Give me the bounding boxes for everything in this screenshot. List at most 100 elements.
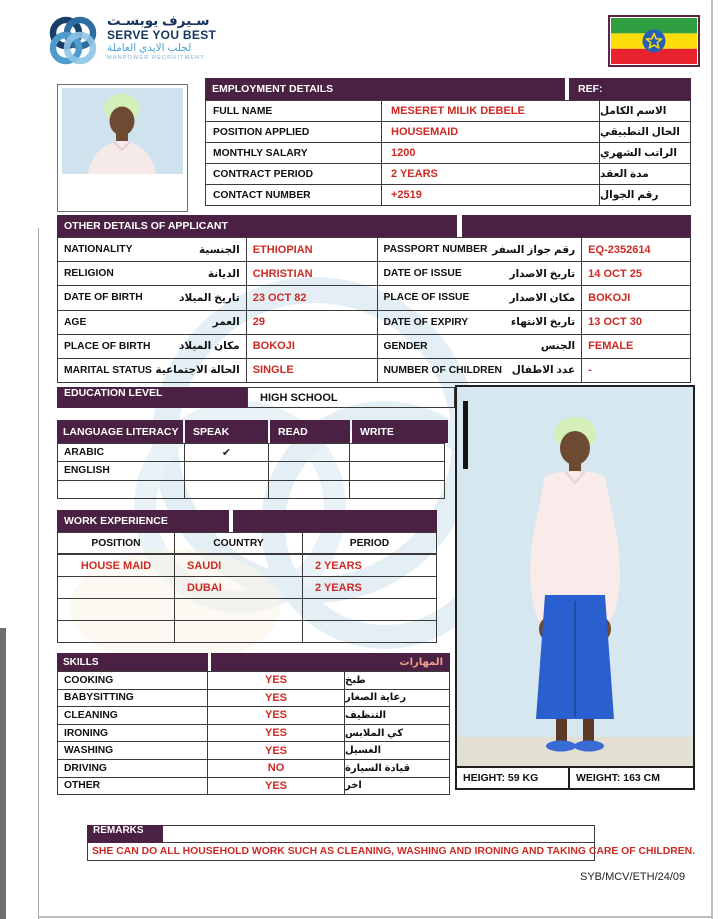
other-details-table: OTHER DETAILS OF APPLICANT NATIONALITY ال… bbox=[57, 215, 691, 384]
field-label: NATIONALITY bbox=[64, 244, 133, 256]
field-label-arabic: تاريخ الانتهاء bbox=[510, 316, 576, 329]
field-label: MONTHLY SALARY bbox=[205, 142, 382, 164]
column-header: WRITE bbox=[352, 420, 448, 443]
brand-name-arabic: سـيرف يوبسـت bbox=[107, 13, 210, 28]
field-value: BOKOJI bbox=[581, 285, 691, 311]
field-label: RELIGION bbox=[64, 268, 114, 280]
skill-value: YES bbox=[207, 706, 345, 725]
language-name bbox=[57, 479, 185, 499]
height-value: HEIGHT: 59 KG bbox=[457, 768, 570, 788]
table-row bbox=[57, 479, 448, 499]
table-row: BABYSITTING YES رعاية الصغار bbox=[57, 688, 450, 708]
applicant-fullbody-photo: HEIGHT: 59 KG WEIGHT: 163 CM bbox=[455, 385, 695, 790]
table-row: RELIGION الديانة CHRISTIAN DATE OF ISSUE ت… bbox=[57, 261, 691, 287]
field-label-arabic: مدة العقد bbox=[599, 163, 691, 185]
education-value: HIGH SCHOOL bbox=[247, 387, 455, 408]
table-row: WASHING YES الغسيل bbox=[57, 741, 450, 760]
field-label: POSITION APPLIED bbox=[205, 121, 382, 143]
field-label: DATE OF EXPIRY bbox=[383, 316, 469, 328]
field-label-arabic: الديانة bbox=[207, 267, 240, 280]
experience-period: 2 YEARS bbox=[315, 581, 362, 594]
ref-label: REF: bbox=[569, 78, 691, 100]
language-name: ENGLISH bbox=[57, 461, 185, 481]
field-label-arabic: تاريخ الميلاد bbox=[179, 291, 240, 304]
field-label-arabic: مكان الاصدار bbox=[509, 291, 576, 304]
experience-country: SAUDI bbox=[187, 559, 222, 572]
skill-value: YES bbox=[207, 741, 345, 760]
section-title-work-experience: WORK EXPERIENCE bbox=[57, 510, 229, 532]
checkmark-icon: ✔ bbox=[184, 443, 269, 463]
work-experience-table: WORK EXPERIENCE POSITION COUNTRY PERIOD … bbox=[57, 510, 437, 643]
field-value: 13 OCT 30 bbox=[581, 309, 691, 335]
field-label-arabic: عدد الاطفال bbox=[511, 364, 576, 377]
field-label-arabic: تاريخ الاصدار bbox=[509, 267, 576, 280]
education-label: EDUCATION LEVEL bbox=[57, 387, 247, 408]
field-label-arabic: رقم جواز السفر bbox=[492, 243, 576, 256]
table-row: AGE العمر 29 DATE OF EXPIRY تاريخ الانتهاء… bbox=[57, 309, 691, 335]
ethiopia-flag bbox=[608, 15, 700, 67]
skill-name: DRIVING bbox=[57, 758, 208, 778]
skill-name-arabic: كي الملابس bbox=[344, 723, 450, 743]
experience-position: HOUSE MAID bbox=[57, 554, 175, 577]
skill-name: BABYSITTING bbox=[57, 688, 208, 708]
experience-period: 2 YEARS bbox=[315, 559, 362, 572]
table-row: IRONING YES كي الملابس bbox=[57, 723, 450, 743]
education-level-row: EDUCATION LEVEL HIGH SCHOOL bbox=[57, 387, 455, 408]
field-value: +2519 bbox=[381, 184, 600, 206]
measurements-row: HEIGHT: 59 KG WEIGHT: 163 CM bbox=[457, 766, 693, 788]
table-row: POSITION APPLIED HOUSEMAID الحال التطبيق… bbox=[205, 121, 691, 143]
skill-value: YES bbox=[207, 776, 345, 796]
field-label: MARITAL STATUS bbox=[64, 364, 152, 376]
skill-value: YES bbox=[207, 688, 345, 708]
column-header: POSITION bbox=[57, 532, 175, 554]
table-row: DRIVING NO قيادة السيارة bbox=[57, 758, 450, 778]
skill-name-arabic: اخر bbox=[344, 776, 450, 796]
field-value: MESERET MILIK DEBELE bbox=[381, 100, 600, 122]
field-value: FEMALE bbox=[581, 333, 691, 359]
field-value: 23 OCT 82 bbox=[245, 285, 378, 311]
field-value: BOKOJI bbox=[245, 333, 378, 359]
field-label-arabic: الراتب الشهري bbox=[599, 142, 691, 164]
field-label: PASSPORT NUMBER bbox=[383, 244, 488, 256]
column-header: COUNTRY bbox=[174, 532, 303, 554]
field-value: CHRISTIAN bbox=[245, 261, 378, 287]
column-header: PERIOD bbox=[302, 532, 437, 554]
field-label-arabic: الجنس bbox=[540, 340, 576, 353]
table-row: COOKING YES طبخ bbox=[57, 671, 450, 690]
skill-name-arabic: التنظيف bbox=[344, 706, 450, 725]
skill-name: WASHING bbox=[57, 741, 208, 760]
weight-value: WEIGHT: 163 CM bbox=[576, 772, 661, 784]
table-row: CONTACT NUMBER +2519 رقم الجوال bbox=[205, 184, 691, 206]
field-value: ETHIOPIAN bbox=[245, 237, 378, 263]
field-label: DATE OF BIRTH bbox=[64, 292, 143, 304]
table-row: ENGLISH bbox=[57, 461, 448, 481]
logo-knot-icon bbox=[49, 16, 97, 65]
skill-name: IRONING bbox=[57, 723, 208, 743]
field-value: HOUSEMAID bbox=[381, 121, 600, 143]
language-literacy-table: LANGUAGE LITERACY SPEAK READ WRITE ARABI… bbox=[57, 420, 448, 499]
skill-name: OTHER bbox=[57, 776, 208, 796]
table-row: HOUSE MAID SAUDI 2 YEARS bbox=[57, 554, 437, 577]
field-label: DATE OF ISSUE bbox=[383, 268, 462, 280]
table-row: DATE OF BIRTH تاريخ الميلاد 23 OCT 82 PLA… bbox=[57, 285, 691, 311]
table-row: CLEANING YES التنظيف bbox=[57, 706, 450, 725]
section-title-other-details: OTHER DETAILS OF APPLICANT bbox=[57, 215, 457, 237]
field-label: GENDER bbox=[383, 340, 428, 352]
field-value: 2 YEARS bbox=[381, 163, 600, 185]
skill-value: YES bbox=[207, 671, 345, 690]
field-label: PLACE OF BIRTH bbox=[64, 340, 151, 352]
field-label: PLACE OF ISSUE bbox=[383, 292, 470, 304]
field-value: 29 bbox=[245, 309, 378, 335]
table-row: DUBAI 2 YEARS bbox=[57, 576, 437, 599]
applicant-headshot-photo bbox=[57, 84, 188, 212]
skill-name-arabic: رعاية الصغار bbox=[344, 688, 450, 708]
skill-value: YES bbox=[207, 723, 345, 743]
field-value: 14 OCT 25 bbox=[581, 261, 691, 287]
column-header: READ bbox=[270, 420, 350, 443]
table-row: NATIONALITY الجنسية ETHIOPIAN PASSPORT NU… bbox=[57, 237, 691, 263]
field-label-arabic: الحال التطبيقي bbox=[599, 121, 691, 143]
field-value: EQ-2352614 bbox=[581, 237, 691, 263]
skill-name-arabic: طبخ bbox=[344, 671, 450, 690]
field-label-arabic: مكان الميلاد bbox=[179, 340, 240, 353]
